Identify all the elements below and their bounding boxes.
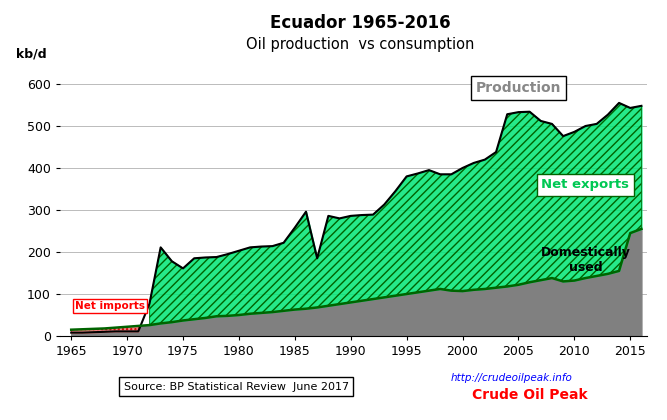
Text: Oil production  vs consumption: Oil production vs consumption [246, 37, 474, 52]
Text: Domestically
used: Domestically used [540, 247, 630, 274]
Text: Crude Oil Peak: Crude Oil Peak [472, 388, 588, 402]
Text: Net imports: Net imports [75, 301, 145, 311]
Text: kb/d: kb/d [16, 47, 47, 60]
Text: http://crudeoilpeak.info: http://crudeoilpeak.info [451, 373, 573, 383]
Text: Production: Production [476, 81, 561, 95]
Text: Source: BP Statistical Review  June 2017: Source: BP Statistical Review June 2017 [123, 381, 349, 391]
Text: Net exports: Net exports [542, 178, 630, 191]
Text: Ecuador 1965-2016: Ecuador 1965-2016 [270, 14, 450, 32]
